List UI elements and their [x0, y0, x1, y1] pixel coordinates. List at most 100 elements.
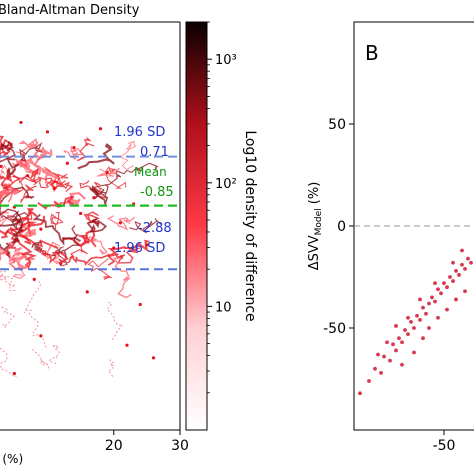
panel-b-point — [358, 391, 362, 396]
panel-b-point — [418, 297, 422, 302]
density-trace — [33, 145, 53, 161]
panel-b-point — [442, 281, 446, 286]
panel-b-point — [385, 340, 389, 345]
density-trace — [44, 166, 69, 188]
panel-b-x-tick-label: -50 — [433, 438, 456, 454]
colorbar-ticks: 10 10² 10³ — [207, 21, 237, 394]
panel-a-point — [105, 171, 109, 175]
panel-b-points — [358, 248, 473, 396]
panel-b-point — [436, 315, 440, 320]
panel-b-point — [406, 315, 410, 320]
panel-a: Bland-Altman Density 1.96 SD 0.71 Mean -… — [0, 3, 189, 466]
panel-b-point — [397, 336, 401, 341]
panel-a-point — [138, 302, 142, 307]
density-trace — [0, 347, 17, 377]
panel-b-y-tick-label: 50 — [328, 117, 346, 133]
panel-b-y-label-text: ΔSVV — [307, 235, 322, 270]
density-trace — [89, 187, 109, 205]
density-trace — [112, 257, 132, 299]
panel-a-point — [52, 186, 56, 190]
density-trace — [1, 226, 32, 245]
panel-a-x-ticks: 20 30 — [105, 430, 189, 454]
density-trace — [18, 138, 39, 153]
panel-a-point — [59, 262, 63, 266]
panel-a-point — [72, 145, 76, 150]
density-trace — [0, 135, 14, 159]
panel-b-point — [400, 340, 404, 345]
panel-b-point — [445, 307, 449, 312]
panel-b-point — [460, 262, 464, 267]
density-trace — [107, 239, 150, 259]
colorbar-label: Log10 density of difference — [242, 130, 258, 321]
panel-a-point — [12, 371, 16, 376]
density-trace — [107, 358, 115, 379]
density-trace — [0, 305, 15, 329]
panel-b-point — [421, 336, 425, 341]
density-trace — [77, 143, 115, 170]
panel-b-point — [415, 313, 419, 318]
density-trace — [49, 211, 64, 229]
density-trace — [0, 207, 22, 231]
density-trace — [19, 142, 43, 162]
panel-b-point — [400, 362, 404, 367]
panel-a-point — [151, 356, 156, 360]
panel-b-point — [457, 273, 461, 277]
panel-a-point — [125, 343, 129, 347]
panel-b-point — [391, 342, 395, 347]
panel-a-point — [79, 211, 83, 216]
panel-b-point — [427, 301, 431, 306]
panel-a-density-traces — [0, 135, 162, 379]
density-trace — [107, 215, 136, 231]
density-trace — [83, 211, 101, 225]
panel-b-point — [433, 281, 437, 286]
panel-a-point — [0, 164, 3, 168]
panel-b-point — [376, 352, 380, 357]
panel-a-point — [19, 120, 23, 125]
density-trace — [0, 270, 16, 288]
panel-b-y-ticks: 50 0 -50 — [323, 117, 354, 337]
colorbar-tick-label: 10 — [215, 300, 232, 315]
colorbar: 10 10² 10³ Log10 density of difference — [185, 21, 258, 431]
density-trace — [0, 173, 13, 191]
density-trace — [0, 241, 23, 261]
panel-b-point — [466, 256, 470, 261]
panel-a-point — [118, 221, 122, 225]
density-trace — [28, 312, 47, 348]
density-trace — [63, 145, 84, 160]
density-trace — [10, 208, 33, 225]
density-trace — [8, 251, 35, 270]
panel-b-point — [439, 291, 443, 296]
density-trace — [0, 186, 35, 209]
density-trace — [50, 179, 74, 193]
panel-a-title: Bland-Altman Density — [0, 3, 140, 18]
density-trace — [115, 162, 159, 178]
panel-b-point — [463, 266, 467, 271]
density-trace — [0, 242, 16, 259]
colorbar-tick-label: 10³ — [215, 53, 237, 68]
density-trace — [18, 223, 37, 237]
panel-b-y-label-unit: (%) — [307, 182, 322, 209]
panel-a-point — [112, 246, 116, 250]
panel-b-point — [403, 328, 407, 332]
lower-loa-value: -2.88 — [138, 221, 172, 236]
panel-b-point — [460, 248, 464, 253]
panel-b-point — [436, 287, 440, 292]
density-trace — [76, 137, 95, 162]
density-trace — [0, 140, 16, 163]
mean-label: Mean — [134, 165, 167, 179]
panel-b-point — [469, 260, 473, 265]
density-trace — [106, 301, 124, 342]
panel-a-point — [65, 161, 69, 165]
density-trace — [0, 188, 21, 209]
panel-b: B 50 0 -50 -50 ΔSVVModel (%) — [307, 21, 474, 454]
panel-b-point — [463, 289, 467, 294]
panel-b-label: B — [365, 41, 379, 65]
panel-a-point — [145, 243, 149, 247]
panel-b-y-tick-label: -50 — [323, 321, 346, 337]
panel-b-point — [454, 297, 458, 302]
density-trace — [57, 225, 82, 260]
panel-b-point — [373, 366, 377, 371]
panel-a-point — [92, 196, 96, 200]
panel-a-point — [98, 127, 103, 131]
panel-b-point — [427, 326, 431, 330]
